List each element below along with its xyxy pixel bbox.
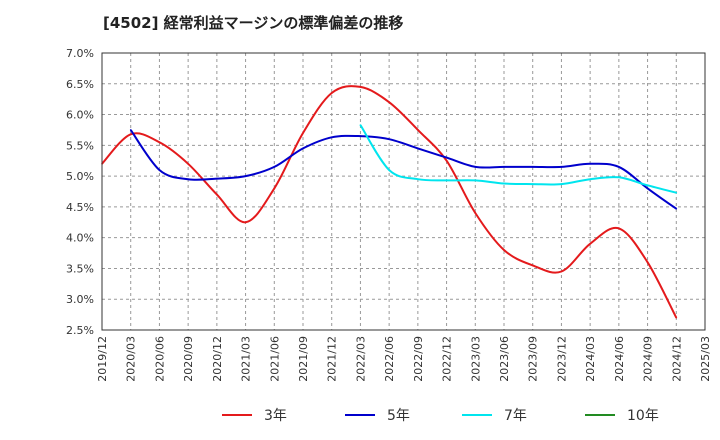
x-tick-label: 2023/12 [555, 336, 568, 382]
y-tick-label: 2.5% [66, 324, 94, 337]
series-2-point [618, 166, 620, 168]
series-1-point [187, 163, 189, 165]
x-tick-label: 2020/06 [153, 336, 166, 382]
x-tick-label: 2023/09 [527, 336, 540, 382]
series-2-point [560, 166, 563, 168]
x-tick-label: 2022/09 [412, 336, 425, 382]
legend: 3年 5年 7年 10年 [222, 408, 659, 424]
series-2-point [158, 169, 161, 171]
series-2-point [531, 166, 534, 168]
series-1-point [330, 92, 333, 94]
series-1-point [531, 264, 534, 267]
y-tick-label: 4.0% [66, 232, 94, 245]
x-tick-label: 2022/06 [383, 336, 396, 382]
series-2-point [445, 156, 448, 159]
y-tick-label: 4.5% [66, 201, 94, 214]
x-tick-label: 2020/09 [182, 336, 195, 382]
legend-label-1: 3年 [264, 408, 287, 424]
series-1-point [589, 243, 591, 245]
series-1-point [618, 227, 620, 230]
series-1-point [388, 101, 390, 103]
legend-label-2: 5年 [387, 408, 410, 424]
x-tick-label: 2019/12 [96, 336, 109, 382]
series-3-point [589, 178, 591, 180]
series-line-3 [359, 124, 677, 194]
series-2-point [589, 163, 591, 165]
y-tick-label: 7.0% [66, 47, 94, 60]
series-3-point [560, 183, 563, 185]
series-3-point [474, 179, 477, 182]
x-axis: 2019/12 2020/03 2020/06 2020/09 2020/12 2021/… [96, 336, 712, 382]
series-1-point [302, 132, 304, 134]
series-1-point [273, 187, 276, 190]
series-1-point [474, 212, 477, 214]
series-2-point [302, 147, 304, 150]
series-1-point [445, 159, 448, 162]
series-2-point [646, 187, 649, 190]
legend-label-3: 7年 [504, 408, 527, 424]
series-3-point [417, 178, 419, 180]
series-3-point [503, 182, 505, 185]
series-1-point [417, 129, 419, 131]
x-tick-label: 2021/06 [268, 336, 281, 382]
x-tick-label: 2024/03 [584, 336, 597, 382]
series-2-point [474, 166, 477, 168]
x-tick-label: 2021/09 [297, 336, 310, 382]
series-1-point [503, 249, 505, 251]
series-3-point [646, 184, 649, 187]
series-1-point [129, 133, 132, 136]
series-2-point [244, 175, 247, 177]
series-3-point [618, 176, 620, 179]
series-2-point [417, 147, 419, 150]
y-axis: 7.0% 6.5% 6.0% 5.5% 5.0% 4.5% 4.0% 3.5% 3.0% 2.5% [66, 47, 94, 337]
series-2-point [675, 207, 678, 210]
x-tick-label: 2021/12 [326, 336, 339, 382]
x-tick-label: 2023/03 [469, 336, 482, 382]
x-tick-label: 2022/12 [441, 336, 454, 382]
series-2-point [187, 178, 189, 180]
series-2-point [330, 136, 333, 139]
series-3-point [388, 169, 390, 171]
series-2-point [273, 166, 276, 168]
series-2-point [359, 135, 362, 137]
x-tick-label: 2024/12 [670, 336, 683, 382]
y-tick-label: 3.0% [66, 293, 94, 306]
series-line-2 [129, 129, 677, 210]
series-1-point [216, 193, 218, 196]
x-tick-label: 2024/06 [613, 336, 626, 382]
series-2-point [129, 129, 132, 131]
x-tick-label: 2020/12 [211, 336, 224, 382]
series-3-point [359, 124, 362, 126]
legend-label-4: 10年 [627, 408, 659, 424]
series-2-point [388, 138, 390, 140]
series-1-point [675, 316, 678, 319]
series-lines [101, 85, 678, 319]
series-1-point [560, 270, 563, 273]
y-tick-label: 5.0% [66, 170, 94, 183]
series-2-point [503, 166, 505, 168]
x-tick-label: 2024/09 [642, 336, 655, 382]
series-1-point [244, 221, 247, 224]
series-3-point [675, 191, 678, 194]
series-1-point [359, 86, 362, 88]
x-tick-label: 2023/06 [498, 336, 511, 382]
plot-frame [101, 52, 706, 331]
series-2-point [216, 177, 218, 180]
series-1-point [158, 141, 161, 144]
grid [101, 52, 706, 331]
x-tick-label: 2020/03 [125, 336, 138, 382]
series-1-point [646, 261, 649, 264]
chart-title: [4502] 経常利益マージンの標準偏差の推移 [103, 14, 404, 32]
x-tick-label: 2025/03 [699, 336, 712, 382]
x-tick-label: 2021/03 [240, 336, 253, 382]
y-tick-label: 6.0% [66, 109, 94, 122]
series-3-point [531, 183, 534, 185]
y-tick-label: 6.5% [66, 78, 94, 91]
x-tick-label: 2022/03 [354, 336, 367, 382]
y-tick-label: 5.5% [66, 139, 94, 152]
y-tick-label: 3.5% [66, 262, 94, 275]
series-3-point [445, 179, 448, 182]
